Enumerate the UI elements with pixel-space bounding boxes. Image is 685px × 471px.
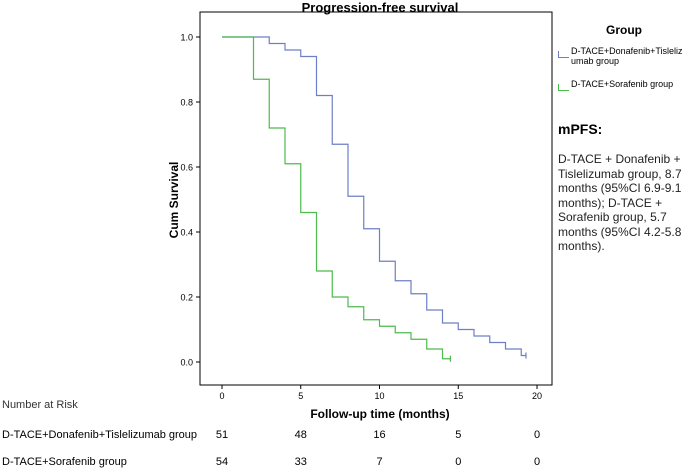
risk-table-heading: Number at Risk (2, 399, 78, 411)
x-tick-label: 20 (532, 391, 542, 401)
y-tick-label: 0.6 (180, 163, 193, 173)
risk-value: 16 (373, 429, 386, 441)
risk-value: 0 (533, 429, 541, 441)
risk-value: 5 (455, 429, 462, 441)
x-tick-label: 5 (298, 391, 303, 401)
y-tick-label: 0.8 (180, 98, 193, 108)
x-tick-label: 10 (374, 391, 384, 401)
axis-ticks: 0.0 0.2 0.4 0.6 0.8 1.0 0 5 10 15 20 (180, 33, 542, 402)
legend-swatch-donafenib (558, 51, 569, 58)
survival-curve-donafenib (222, 36, 526, 357)
chart-title: Progression-free survival (302, 0, 459, 15)
risk-value: 7 (376, 456, 383, 468)
legend-item-donafenib: D-TACE+Donafenib+Tislelizumab group (558, 46, 685, 66)
y-tick-label: 0.4 (180, 228, 193, 238)
risk-value: 48 (294, 429, 307, 441)
legend-title: Group (606, 23, 642, 37)
y-axis-label: Cum Survival (167, 162, 181, 239)
y-tick-label: 0.2 (180, 293, 193, 303)
y-tick-label: 1.0 (180, 33, 193, 43)
mpfs-title: mPFS: (558, 121, 603, 137)
risk-row-label-sorafenib: D-TACE+Sorafenib group (2, 456, 127, 468)
risk-value: 0 (533, 456, 541, 468)
legend-label-sorafenib: D-TACE+Sorafenib group (571, 79, 674, 89)
legend-item-sorafenib: D-TACE+Sorafenib group (558, 79, 685, 91)
legend-label-donafenib: D-TACE+Donafenib+Tislelizumab group (571, 46, 683, 66)
risk-value: 33 (294, 456, 307, 468)
plot-frame (199, 11, 553, 386)
risk-value: 54 (215, 456, 229, 468)
survival-curves (222, 36, 527, 362)
mpfs-text: D-TACE + Donafenib + Tislelizumab group,… (558, 152, 682, 253)
x-tick-label: 15 (453, 391, 463, 401)
risk-value: 51 (215, 429, 229, 441)
survival-curve-sorafenib (222, 36, 451, 360)
y-tick-label: 0.0 (180, 358, 193, 368)
legend-swatch-sorafenib (558, 84, 569, 91)
x-axis-label: Follow-up time (months) (310, 407, 449, 421)
risk-value: 0 (455, 456, 462, 468)
risk-row-label-donafenib: D-TACE+Donafenib+Tislelizumab group (2, 429, 198, 441)
x-tick-label: 0 (219, 391, 224, 401)
